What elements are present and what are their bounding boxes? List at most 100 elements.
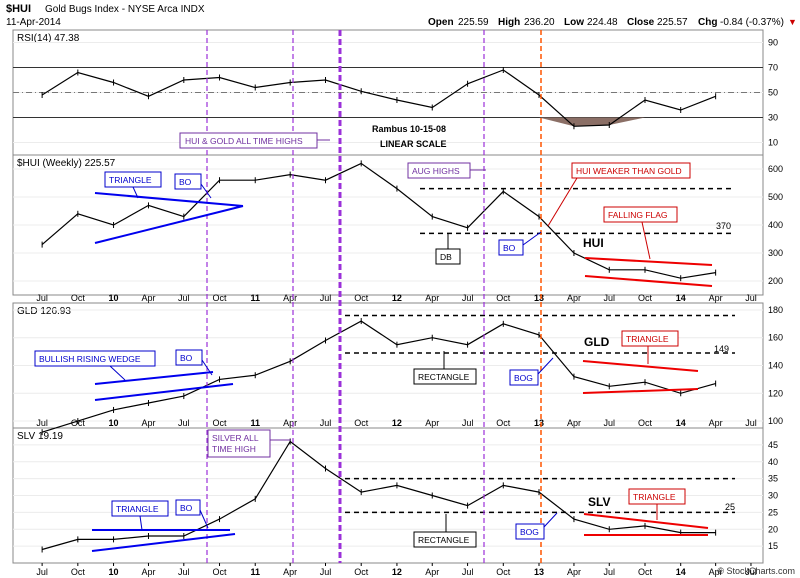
callout-gld-bo: BO: [175, 349, 213, 376]
x-tick-label: Oct: [354, 418, 369, 428]
slv-level-label: 25: [725, 502, 735, 512]
x-tick-label: Jul: [462, 567, 474, 577]
slv-tick-label: 25: [768, 507, 778, 517]
gld-bo-text: BO: [180, 353, 193, 363]
slv-tick-label: 30: [768, 491, 778, 501]
slv-tick-label: 35: [768, 474, 778, 484]
low-value: 224.48: [587, 17, 618, 28]
x-tick-label: Apr: [425, 293, 439, 303]
rsi-oversold-fill: [42, 117, 716, 127]
x-tick-label: Jul: [604, 418, 616, 428]
x-tick-label: Jul: [36, 293, 48, 303]
callout-slv-rectangle: RECTANGLE: [413, 514, 477, 548]
gld-triangle-lower: [582, 388, 699, 394]
slv-triangle-text: TRIANGLE: [116, 504, 159, 514]
scale-note: LINEAR SCALE: [380, 139, 447, 149]
x-tick-label: Apr: [283, 293, 297, 303]
callout-silver-highs: SILVER ALL TIME HIGH: [207, 429, 291, 458]
callout-slv-triangle-red: TRIANGLE: [628, 488, 686, 520]
slv-tick-label: 40: [768, 457, 778, 467]
hui-level-label: 370: [716, 221, 731, 231]
x-tick-label: Oct: [638, 418, 653, 428]
x-tick-label: 10: [109, 567, 119, 577]
x-tick-label: Apr: [425, 567, 439, 577]
rsi-series-line: [41, 69, 716, 127]
rsi-title: RSI(14) 47.38: [17, 33, 80, 44]
gld-series-line: [41, 320, 716, 433]
x-tick-label: Oct: [71, 418, 86, 428]
hui-flag-lower: [584, 275, 713, 287]
x-tick-label: 10: [109, 418, 119, 428]
slv-series-line: [41, 440, 716, 551]
x-tick-label: Jul: [745, 293, 757, 303]
gld-triangle-upper: [582, 360, 699, 372]
callout-slv-triangle: TRIANGLE: [111, 500, 169, 531]
slv-triangle-lower: [91, 533, 236, 552]
rsi-tick-label: 30: [768, 113, 778, 123]
x-tick-label: Jul: [745, 567, 757, 577]
x-tick-label: Jul: [178, 567, 190, 577]
x-tick-label: Jul: [320, 418, 332, 428]
chg-down-icon: ▼: [788, 17, 797, 27]
hui-series-line: [41, 162, 716, 279]
x-tick-label: 12: [392, 567, 402, 577]
gld-tick-label: 120: [768, 388, 783, 398]
x-tick-label: Oct: [638, 567, 653, 577]
silver-highs-line1: SILVER ALL: [212, 433, 259, 443]
hui-label: HUI: [583, 236, 604, 250]
gld-tick-label: 180: [768, 305, 783, 315]
x-axis: Jul Jul Jul Oct Oct Oct 10 10 10 Apr Apr Apr Jul Jul J…: [36, 293, 756, 577]
x-tick-label: Oct: [496, 293, 511, 303]
hui-tick-label: 400: [768, 220, 783, 230]
x-tick-label: Oct: [496, 567, 511, 577]
hui-bo-text: BO: [179, 177, 192, 187]
callout-hui-bo: BO: [174, 173, 212, 199]
callout-gld-rectangle: RECTANGLE: [413, 351, 477, 385]
callout-slv-bog: BOG: [515, 512, 558, 540]
slv-triangle-red-text: TRIANGLE: [633, 492, 676, 502]
x-tick-label: Jul: [178, 418, 190, 428]
gld-rectangle-text: RECTANGLE: [418, 372, 470, 382]
watermark: © StockCharts.com: [717, 566, 795, 576]
x-tick-label: 14: [676, 293, 686, 303]
slv-triangle-upper-red: [583, 513, 709, 529]
slv-label: SLV: [588, 495, 610, 509]
hui-bo2-text: BO: [503, 243, 516, 253]
gld-bog-text: BOG: [514, 373, 533, 383]
slv-bo-text: BO: [180, 503, 193, 513]
hui-tick-label: 500: [768, 192, 783, 202]
x-tick-label: Oct: [496, 418, 511, 428]
falling-flag-text: FALLING FLAG: [608, 210, 668, 220]
chg-value: -0.84 (-0.37%): [720, 17, 784, 28]
data-layer: [41, 67, 735, 553]
callout-hui-weaker: HUI WEAKER THAN GOLD: [547, 162, 691, 227]
x-tick-label: Oct: [213, 293, 228, 303]
callout-falling-flag: FALLING FLAG: [603, 206, 678, 260]
callout-slv-bo: BO: [175, 499, 209, 529]
x-tick-label: Oct: [71, 567, 86, 577]
rambus-note: Rambus 10-15-08: [372, 124, 446, 134]
gld-wedge-lower: [94, 383, 234, 401]
x-tick-label: Apr: [141, 567, 155, 577]
x-tick-label: 11: [250, 418, 260, 428]
slv-rectangle-text: RECTANGLE: [418, 535, 470, 545]
hui-tick-label: 600: [768, 164, 783, 174]
x-tick-label: Apr: [567, 418, 581, 428]
x-tick-label: Apr: [709, 293, 723, 303]
high-value: 236.20: [524, 17, 555, 28]
gld-level-label: 149: [714, 344, 729, 354]
x-tick-label: 11: [250, 567, 260, 577]
slv-bog-text: BOG: [520, 527, 539, 537]
bullish-wedge-text: BULLISH RISING WEDGE: [39, 354, 141, 364]
x-tick-label: Apr: [709, 567, 723, 577]
hui-triangle-upper: [94, 192, 244, 207]
rsi-tick-label: 90: [768, 38, 778, 48]
x-tick-label: 13: [534, 418, 544, 428]
gld-triangle-text: TRIANGLE: [626, 334, 669, 344]
x-tick-label: Apr: [709, 418, 723, 428]
callout-gld-triangle: TRIANGLE: [621, 330, 679, 364]
slv-tick-label: 20: [768, 524, 778, 534]
slv-title: SLV 19.19: [17, 431, 63, 442]
x-tick-label: Oct: [71, 293, 86, 303]
